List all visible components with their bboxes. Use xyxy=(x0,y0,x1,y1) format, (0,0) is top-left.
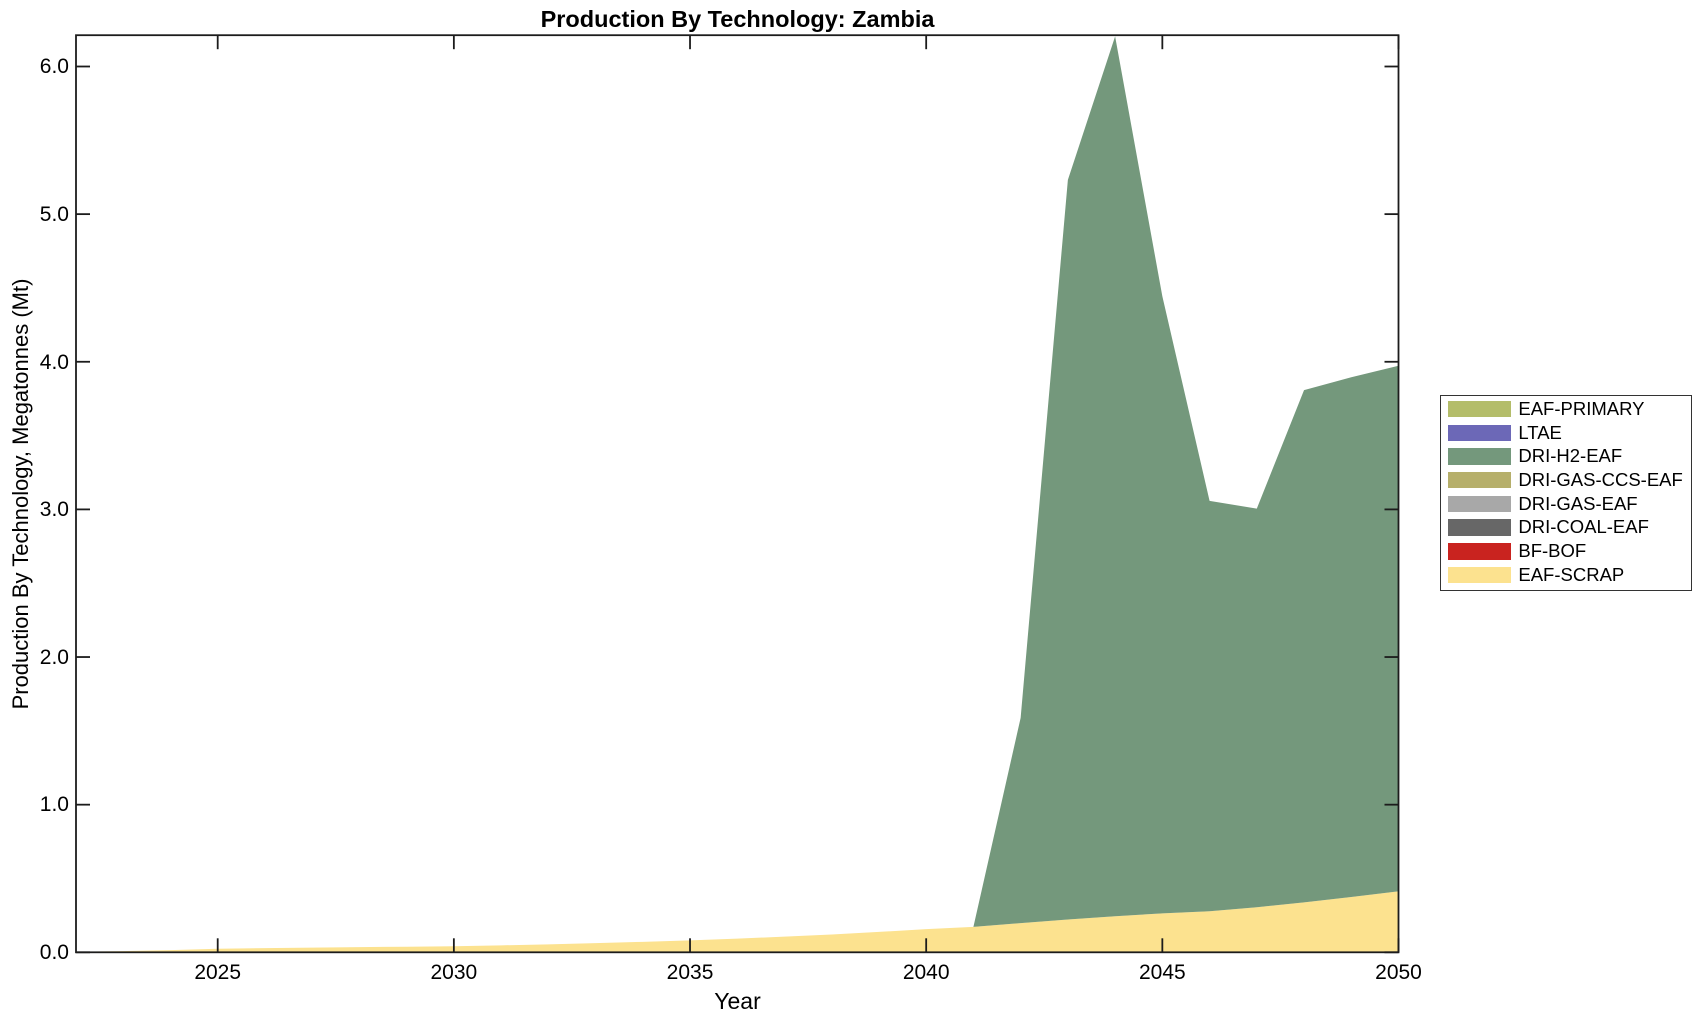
legend-row-ltae: LTAE xyxy=(1448,421,1691,445)
y-tick-label-6.0: 6.0 xyxy=(39,55,69,79)
legend-label-ltae: LTAE xyxy=(1518,421,1562,443)
x-tick-label-2050: 2050 xyxy=(1375,960,1422,984)
legend-swatch-dri-coal-eaf xyxy=(1448,519,1511,536)
legend-swatch-eaf-primary xyxy=(1448,401,1511,418)
x-tick-label-2040: 2040 xyxy=(902,960,950,984)
legend-row-dri-h2-eaf: DRI-H2-EAF xyxy=(1448,445,1691,469)
y-tick-label-0.0: 0.0 xyxy=(39,941,69,965)
legend-swatch-dri-gas-ccs-eaf xyxy=(1448,472,1511,489)
legend-label-dri-gas-eaf: DRI-GAS-EAF xyxy=(1518,492,1638,514)
area-eaf-scrap xyxy=(76,891,1399,953)
legend-swatch-dri-h2-eaf xyxy=(1448,448,1511,465)
legend-row-eaf-scrap: EAF-SCRAP xyxy=(1448,563,1691,587)
legend-label-bf-bof: BF-BOF xyxy=(1518,540,1587,562)
x-tick-label-2035: 2035 xyxy=(666,960,714,984)
legend-swatch-eaf-scrap xyxy=(1448,566,1511,584)
y-tick-label-3.0: 3.0 xyxy=(39,498,69,522)
y-tick-label-2.0: 2.0 xyxy=(39,645,69,669)
legend-row-dri-gas-eaf: DRI-GAS-EAF xyxy=(1448,492,1691,516)
legend-row-dri-coal-eaf: DRI-COAL-EAF xyxy=(1448,516,1691,540)
axes-spines xyxy=(75,34,1400,954)
legend-swatch-dri-gas-eaf xyxy=(1448,495,1511,513)
x-axis-label: Year xyxy=(714,987,761,1014)
x-tick-label-2030: 2030 xyxy=(430,960,478,984)
legend-swatch-ltae xyxy=(1448,424,1511,442)
legend-label-dri-gas-ccs-eaf: DRI-GAS-CCS-EAF xyxy=(1518,469,1683,491)
y-tick-label-4.0: 4.0 xyxy=(39,350,69,374)
y-tick-label-5.0: 5.0 xyxy=(39,202,69,226)
legend-row-eaf-primary: EAF-PRIMARY xyxy=(1448,397,1691,421)
legend-label-dri-h2-eaf: DRI-H2-EAF xyxy=(1518,445,1623,467)
y-tick-label-1.0: 1.0 xyxy=(39,793,69,817)
legend-row-dri-gas-ccs-eaf: DRI-GAS-CCS-EAF xyxy=(1448,468,1691,492)
legend-swatch-bf-bof xyxy=(1448,543,1511,560)
legend-label-eaf-scrap: EAF-SCRAP xyxy=(1518,563,1625,585)
x-tick-label-2025: 2025 xyxy=(194,960,242,984)
legend-label-dri-coal-eaf: DRI-COAL-EAF xyxy=(1518,516,1649,538)
legend-label-eaf-primary: EAF-PRIMARY xyxy=(1518,397,1645,419)
legend: EAF-PRIMARY LTAE DRI-H2-EAF DRI-GAS-CCS-EAF… xyxy=(1440,394,1693,591)
x-tick-label-2045: 2045 xyxy=(1138,960,1186,984)
chart-title: Production By Technology: Zambia xyxy=(540,6,935,33)
legend-row-bf-bof: BF-BOF xyxy=(1448,540,1691,564)
area-dri-h2-eaf xyxy=(76,36,1399,952)
